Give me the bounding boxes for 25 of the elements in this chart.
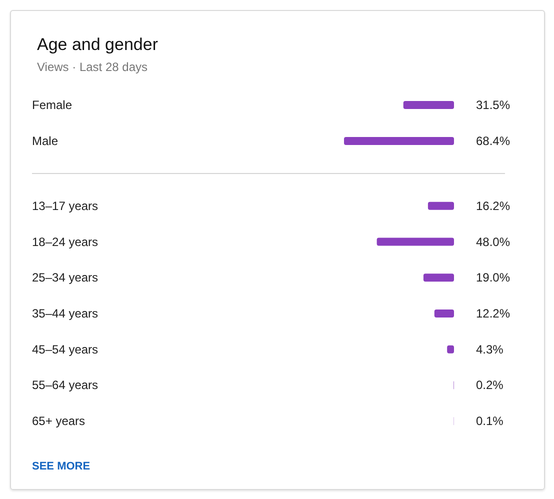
data-label: 19.0% [476,270,510,285]
text: SEE MORE [32,460,90,472]
data-label: 48.0% [476,234,510,249]
text: Age and gender [37,35,158,54]
data-label: 16.2% [476,198,510,213]
y-tick-label: 18–24 years [32,234,98,249]
bar [428,202,454,210]
data-label: 0.1% [476,414,504,428]
y-tick-label: 35–44 years [32,306,98,320]
data-label: 4.3% [476,342,504,356]
text: Views · Last 28 days [37,60,148,74]
bar [423,274,454,282]
data-label: 0.2% [476,378,504,392]
data-label: 12.2% [476,306,510,320]
y-tick-label: 45–54 years [32,342,98,356]
bar [376,238,454,246]
y-tick-label: 65+ years [32,414,86,428]
y-tick-label: Male [32,134,58,148]
y-tick-label: 13–17 years [32,198,98,213]
y-tick-label: 25–34 years [32,270,98,285]
bar [434,310,454,318]
data-label: 31.5% [476,98,510,112]
y-tick-label: 55–64 years [32,378,98,392]
y-tick-label: Female [32,98,72,112]
data-label: 68.4% [476,134,510,148]
